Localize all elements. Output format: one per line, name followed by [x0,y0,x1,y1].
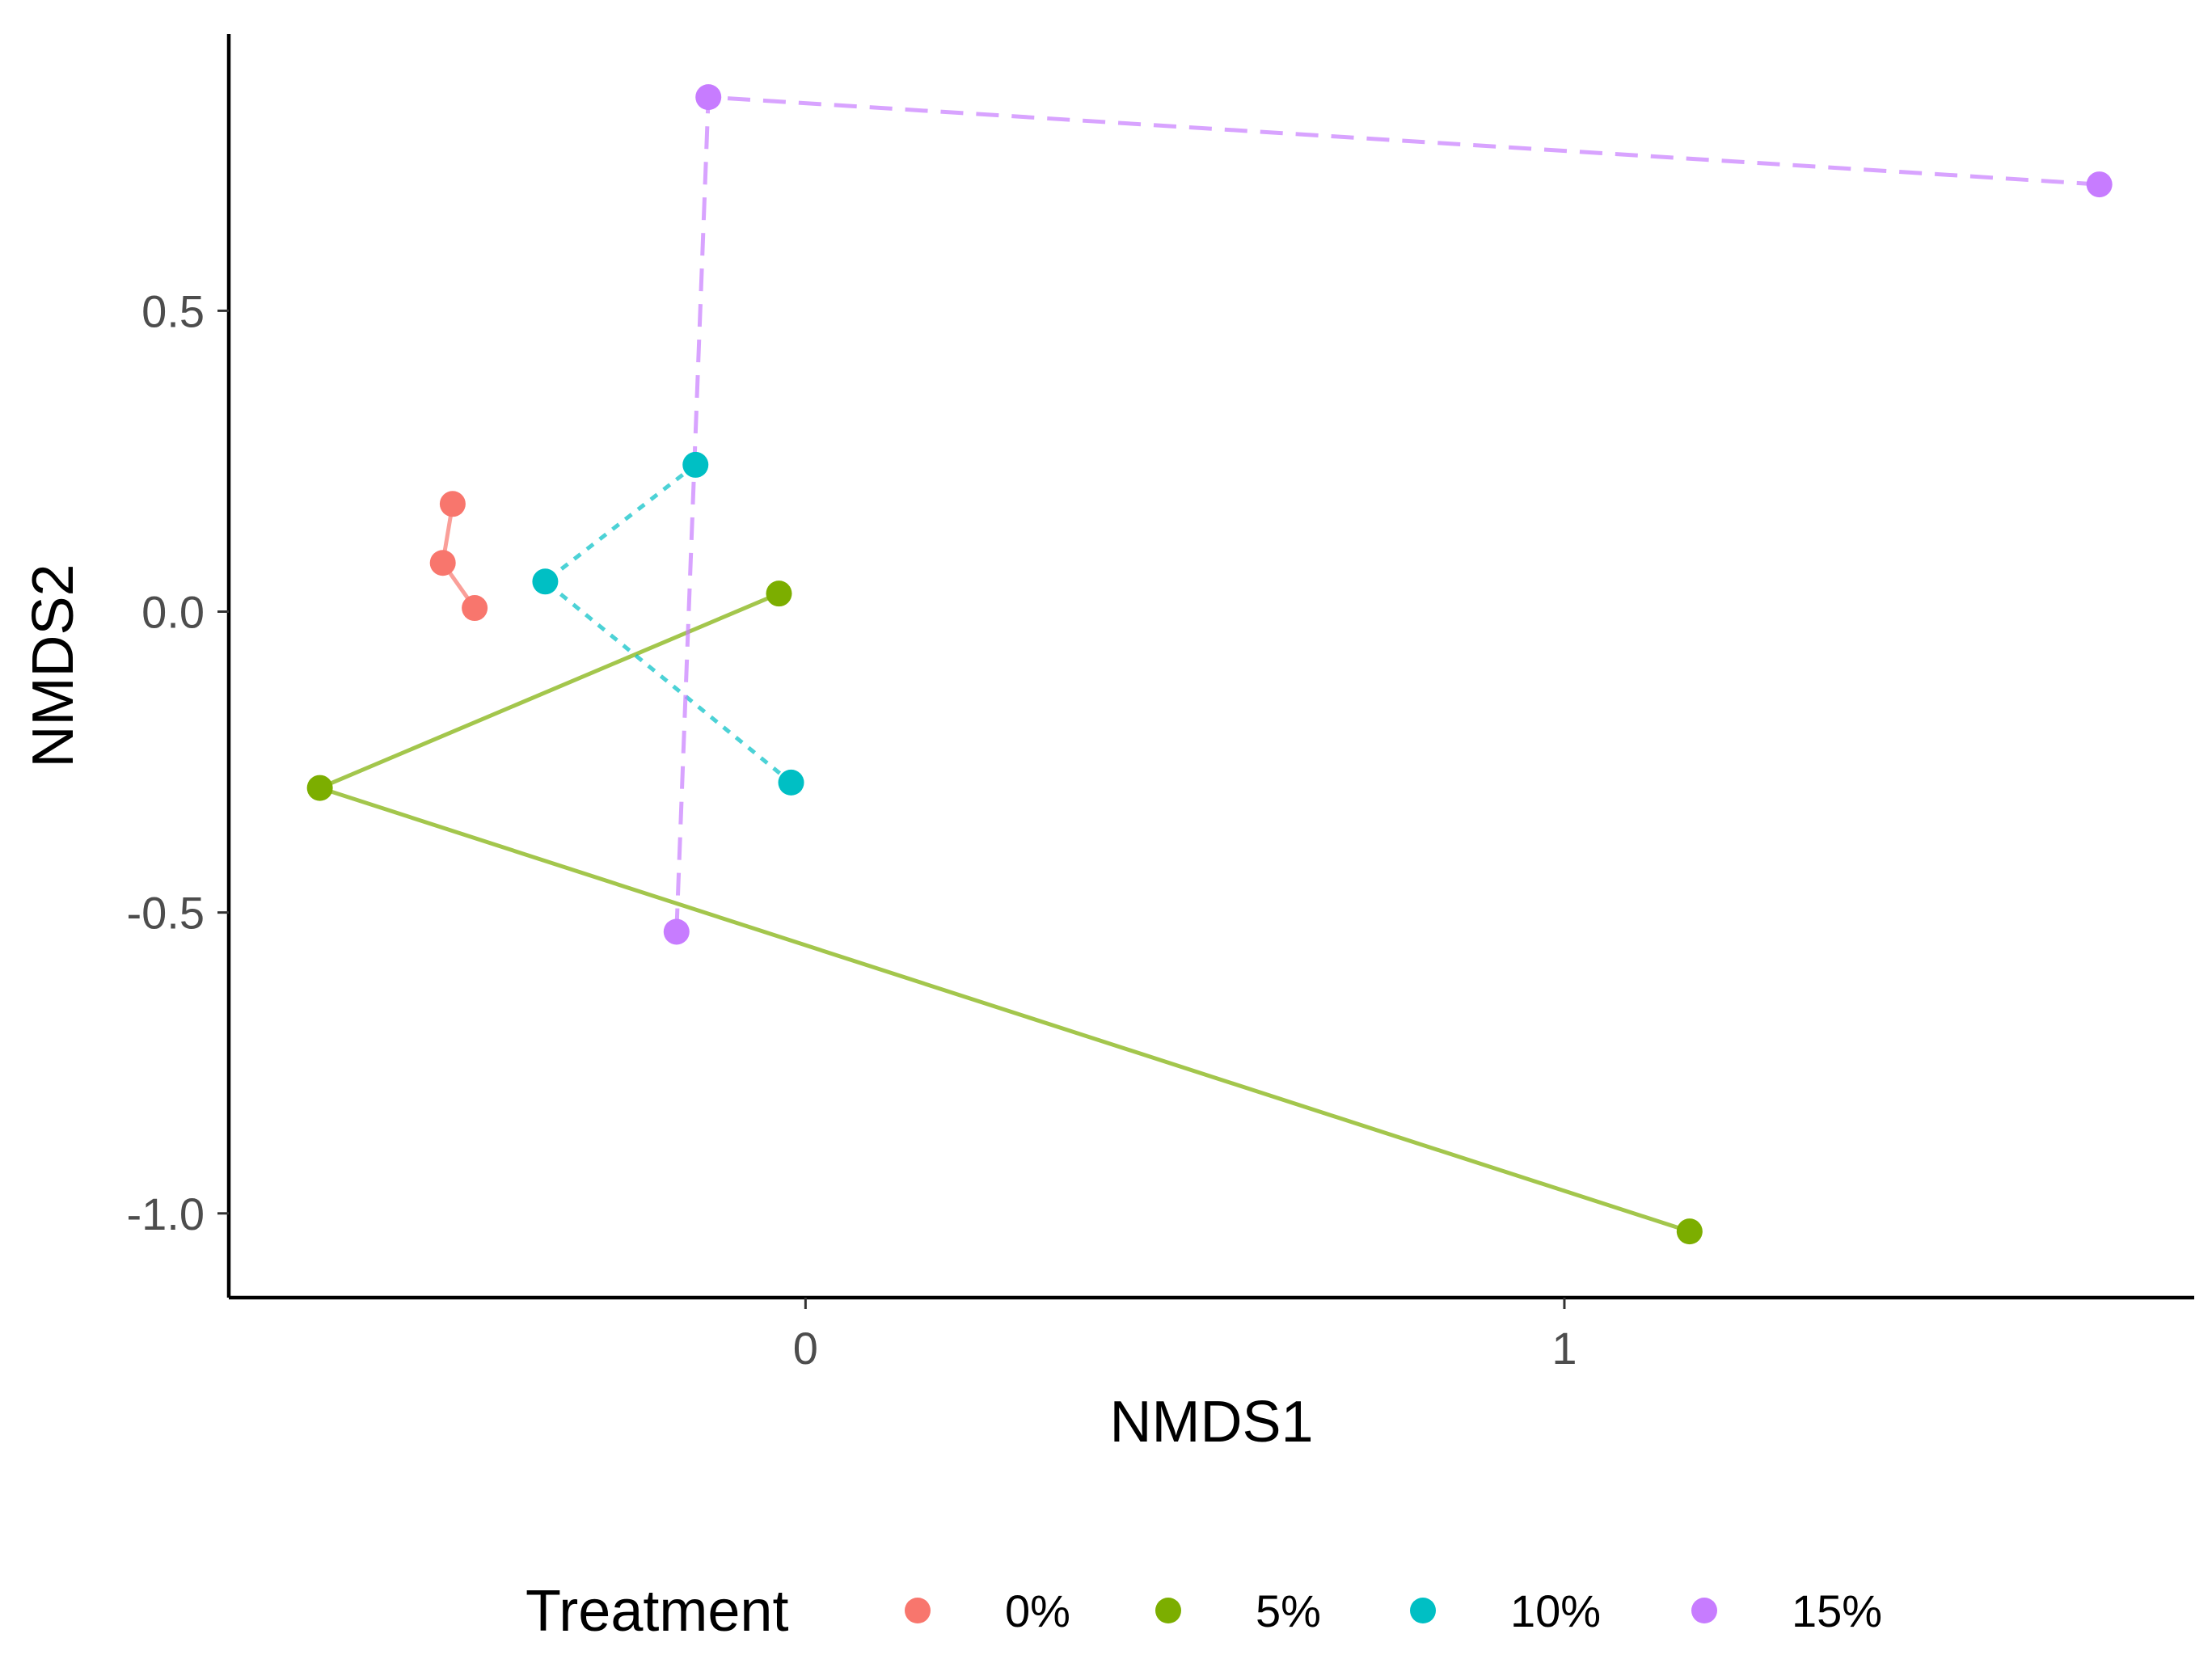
data-point [778,769,804,796]
legend-key [1155,1598,1181,1623]
series-line-2 [542,462,793,784]
legend-label: 0% [1005,1585,1070,1636]
legend-key [905,1598,931,1623]
data-point [306,775,333,801]
axis-ticks: 0 1 0.5 0.0 -0.5 -1.0 [127,285,1577,1374]
data-point [462,595,488,622]
y-tick-label: -1.0 [127,1188,205,1239]
x-tick-label: 0 [793,1323,818,1374]
data-point [1676,1218,1703,1245]
data-point [682,451,709,478]
legend-key [1410,1598,1436,1623]
legend-key [1691,1598,1717,1623]
axes [226,34,2194,1300]
data-point [532,568,559,595]
legend-label: 10% [1510,1585,1601,1636]
series-line-3 [674,95,2100,932]
legend-label: 15% [1792,1585,1882,1636]
legend-items: 0% 5% 10% 15% [905,1585,1882,1636]
data-point [695,84,722,111]
data-point [2086,171,2113,198]
y-tick-label: -0.5 [127,888,205,939]
legend-title: Treatment [526,1579,788,1644]
y-tick-label: 0.5 [141,285,205,336]
data-point [766,580,792,607]
y-axis-title: NMDS2 [21,564,86,767]
data-point [429,550,456,576]
x-tick-label: 1 [1551,1323,1577,1374]
x-axis-title: NMDS1 [1109,1390,1313,1454]
y-tick-label: 0.0 [141,587,205,638]
legend: Treatment 0% 5% 10% 15% [526,1579,1882,1644]
legend-label: 5% [1256,1585,1321,1636]
data-point [439,491,466,517]
series-lines [314,95,2100,1234]
data-point [663,918,690,945]
series-line-1 [314,591,1691,1234]
series-points [306,84,2113,1245]
